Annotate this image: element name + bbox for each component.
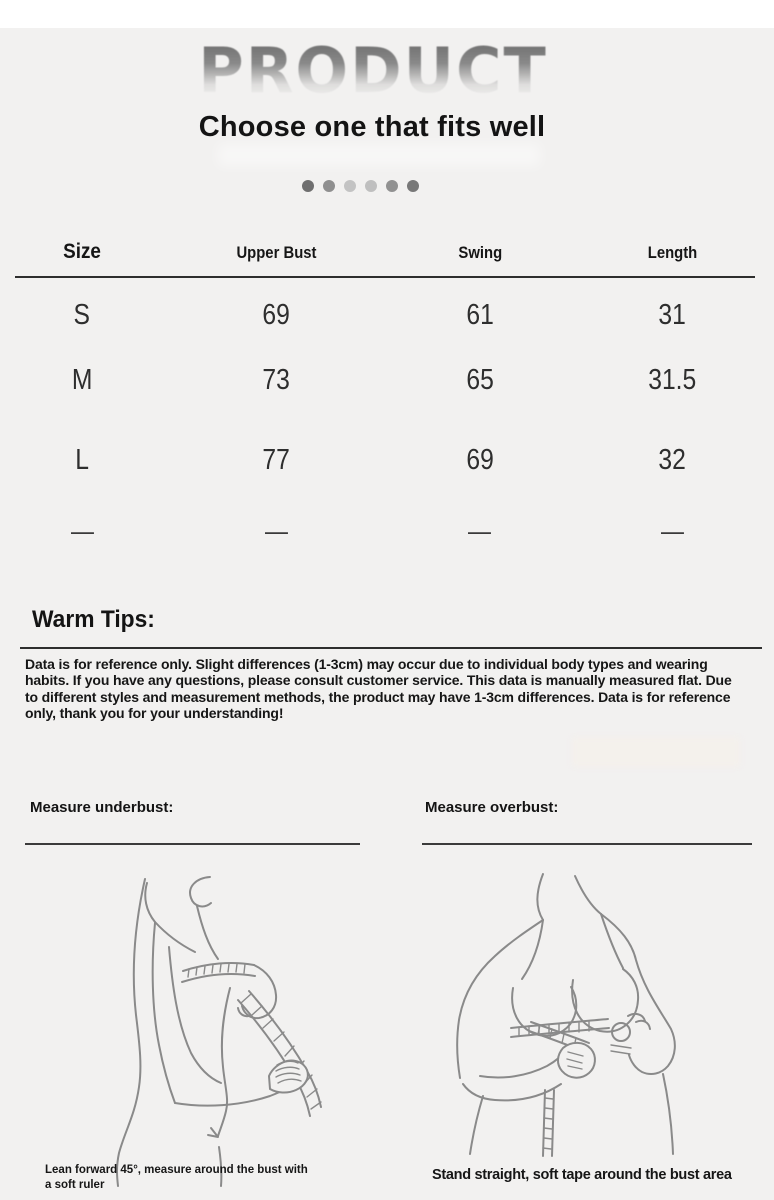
table-row-size-s: S 69 61 31 <box>0 301 774 330</box>
cell-swing: — <box>468 516 492 546</box>
column-header-length: Length <box>647 244 698 262</box>
carousel-dot <box>302 180 314 192</box>
front-figure-measuring-overbust-icon <box>456 873 676 1157</box>
warm-tips-heading: Warm Tips: <box>32 606 155 633</box>
top-white-band <box>0 0 774 28</box>
carousel-dot <box>407 180 419 192</box>
cell-length: 31 <box>658 299 687 331</box>
column-header-upper-bust: Upper Bust <box>236 244 317 262</box>
cell-upper-bust: 77 <box>262 444 291 476</box>
column-header-swing: Swing <box>457 244 502 262</box>
cell-size: — <box>70 516 94 546</box>
cell-size: S <box>73 299 91 331</box>
title-highlight-band <box>218 144 540 166</box>
cell-size: L <box>75 444 89 476</box>
carousel-dot <box>323 180 335 192</box>
product-watermark-text: PRODUCT <box>0 40 760 102</box>
cell-length: 31.5 <box>648 364 697 396</box>
cell-upper-bust: 73 <box>262 364 291 396</box>
table-row-empty: — — — — <box>0 518 774 545</box>
measure-underbust-rule <box>25 843 360 845</box>
cell-size: M <box>71 364 93 396</box>
column-header-size: Size <box>63 240 101 263</box>
cell-swing: 69 <box>466 444 494 476</box>
table-row-size-m: M 73 65 31.5 <box>0 366 774 395</box>
measure-underbust-heading: Measure underbust: <box>30 799 174 816</box>
cell-swing: 61 <box>466 299 494 331</box>
table-header-rule <box>15 276 755 278</box>
measure-overbust-rule <box>422 843 752 845</box>
cell-upper-bust: — <box>264 516 288 546</box>
cell-swing: 65 <box>466 364 494 396</box>
overbust-caption: Stand straight, soft tape around the bus… <box>432 1167 732 1183</box>
measure-overbust-heading: Measure overbust: <box>425 799 559 816</box>
table-row-size-l: L 77 69 32 <box>0 446 774 475</box>
cell-length: — <box>661 516 685 546</box>
carousel-dot <box>344 180 356 192</box>
warm-tips-body: Data is for reference only. Slight diffe… <box>25 656 732 722</box>
cell-length: 32 <box>658 444 687 476</box>
cell-upper-bust: 69 <box>262 299 291 331</box>
carousel-dot <box>365 180 377 192</box>
underbust-caption: Lean forward 45°, measure around the bus… <box>45 1164 308 1191</box>
page-title: Choose one that fits well <box>198 111 546 143</box>
size-table-header-row: Size Upper Bust Swing Length <box>0 240 774 264</box>
carousel-dot <box>386 180 398 192</box>
faded-artifact <box>572 737 740 767</box>
side-profile-figure-measuring-underbust-icon <box>116 876 322 1187</box>
carousel-dots <box>302 180 419 192</box>
warm-tips-rule <box>20 647 762 649</box>
